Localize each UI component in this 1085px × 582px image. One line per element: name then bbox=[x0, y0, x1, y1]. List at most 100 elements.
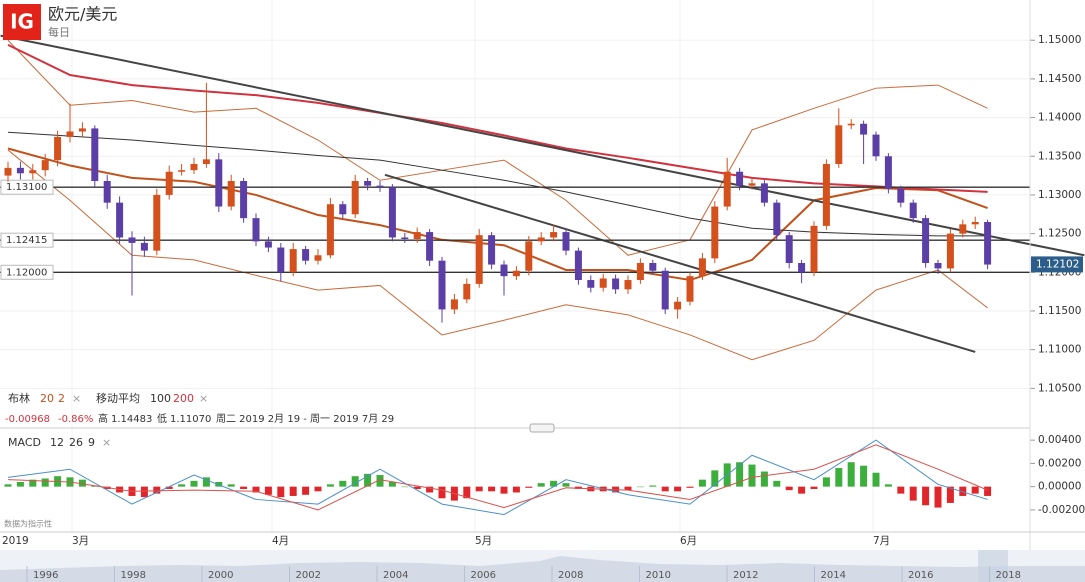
histogram-bar bbox=[946, 486, 954, 503]
legend-text: 20 bbox=[40, 392, 54, 405]
histogram-bar bbox=[686, 486, 694, 488]
candle-body bbox=[227, 181, 235, 207]
histogram-bar bbox=[872, 472, 880, 487]
candle-body bbox=[264, 241, 272, 248]
histogram-bar bbox=[4, 484, 12, 487]
histogram-bar bbox=[227, 484, 235, 487]
y-tick-label: 1.10500 bbox=[1038, 382, 1081, 394]
candle-body bbox=[550, 232, 558, 238]
legend-text: 26 bbox=[69, 436, 83, 449]
last-price-label: 1.12102 bbox=[1036, 258, 1079, 270]
histogram-bar bbox=[339, 480, 347, 487]
y-tick-label: 1.14000 bbox=[1038, 112, 1081, 124]
candle-body bbox=[165, 171, 173, 195]
level-label-box bbox=[0, 264, 54, 280]
histogram-bar bbox=[897, 486, 905, 494]
candle-body bbox=[314, 255, 322, 261]
date-label: 3月 bbox=[72, 535, 89, 547]
histogram-bar bbox=[78, 479, 86, 487]
candle-body bbox=[537, 237, 545, 242]
legend-close[interactable]: × bbox=[199, 392, 208, 405]
legend-text: 12 bbox=[50, 436, 64, 449]
candle-body bbox=[450, 299, 458, 310]
histogram-bar bbox=[178, 484, 186, 487]
legend-text: 9 bbox=[88, 436, 95, 449]
level-label: 1.12415 bbox=[6, 235, 47, 246]
y-tick-label: 1.14500 bbox=[1038, 73, 1081, 85]
histogram-bar bbox=[847, 462, 855, 487]
navigator-year: 2018 bbox=[996, 570, 1021, 581]
legend-close[interactable]: × bbox=[72, 392, 81, 405]
candle-body bbox=[178, 170, 186, 172]
candle-body bbox=[116, 202, 124, 238]
y-tick-label: 0.00400 bbox=[1038, 434, 1081, 446]
level-label: 1.13100 bbox=[6, 182, 47, 193]
histogram-bar bbox=[41, 478, 49, 487]
candle-body bbox=[128, 237, 136, 243]
histogram-bar bbox=[388, 482, 396, 487]
histogram-bar bbox=[798, 486, 806, 494]
y-tick-label: 0.00200 bbox=[1038, 457, 1081, 469]
histogram-bar bbox=[500, 486, 508, 494]
candle-body bbox=[190, 163, 198, 171]
histogram-bar bbox=[810, 486, 818, 489]
time-labels: 2019 3月 4月 5月 6月 7月 1996 1998 2000 2002 2004 2006 20… bbox=[2, 535, 1021, 582]
candle-body bbox=[252, 218, 260, 242]
candle-body bbox=[934, 263, 942, 269]
legend-text: 周二 2019 2月 19 - 周一 2019 7月 29 bbox=[216, 413, 394, 425]
indicator-line bbox=[7, 147, 988, 282]
candle-body bbox=[661, 270, 669, 310]
y-tick-label: 1.12500 bbox=[1038, 228, 1081, 240]
candle-body bbox=[984, 222, 992, 265]
histogram-bar bbox=[661, 486, 669, 492]
candle-body bbox=[388, 187, 396, 238]
navigator-area bbox=[0, 556, 1085, 582]
histogram-bar bbox=[364, 473, 372, 487]
histogram-bar bbox=[971, 486, 979, 494]
candle-body bbox=[376, 185, 384, 188]
histogram-bar bbox=[698, 479, 706, 487]
navigator-year: 2014 bbox=[821, 570, 846, 581]
legend-text: 高 bbox=[98, 412, 108, 425]
candle-body bbox=[587, 280, 595, 288]
candle-body bbox=[785, 235, 793, 264]
candle-body bbox=[302, 249, 310, 261]
histogram-bar bbox=[29, 479, 37, 487]
legend-close[interactable]: × bbox=[102, 436, 111, 449]
histogram-bar bbox=[537, 483, 545, 487]
histogram-bar bbox=[773, 480, 781, 487]
histogram-bar bbox=[401, 486, 409, 488]
legend-text: 100 bbox=[150, 392, 171, 405]
legend-change-pct: -0.86% bbox=[58, 414, 93, 425]
candle-body bbox=[810, 225, 818, 273]
candle-body bbox=[773, 202, 781, 236]
legend-text: 200 bbox=[173, 392, 194, 405]
y-tick-label: -0.00200 bbox=[1038, 504, 1085, 516]
histogram-bar bbox=[835, 468, 843, 487]
histogram-bar bbox=[636, 486, 644, 488]
candle-body bbox=[909, 202, 917, 219]
logo: IG bbox=[10, 10, 34, 34]
navigator-window[interactable] bbox=[978, 550, 1008, 582]
histogram-bar bbox=[351, 476, 359, 487]
indicator-line bbox=[7, 149, 988, 361]
candle-body bbox=[636, 263, 644, 281]
candle-body bbox=[78, 128, 86, 132]
logo-box bbox=[3, 4, 41, 40]
histogram-bar bbox=[760, 471, 768, 487]
y-tick-label: 1.13000 bbox=[1038, 189, 1081, 201]
macd-line bbox=[7, 439, 988, 516]
histogram-bar bbox=[413, 486, 421, 489]
histogram-bar bbox=[376, 475, 384, 487]
resize-handle[interactable] bbox=[529, 423, 555, 433]
candle-body bbox=[339, 204, 347, 215]
candle-body bbox=[488, 235, 496, 265]
date-label: 5月 bbox=[475, 535, 492, 547]
legend-text: 移动平均 bbox=[96, 392, 140, 405]
indicator-line bbox=[7, 131, 988, 237]
candle-body bbox=[202, 159, 210, 164]
candle-body bbox=[748, 183, 756, 186]
histogram-bar bbox=[959, 486, 967, 496]
candle-body bbox=[574, 250, 582, 281]
